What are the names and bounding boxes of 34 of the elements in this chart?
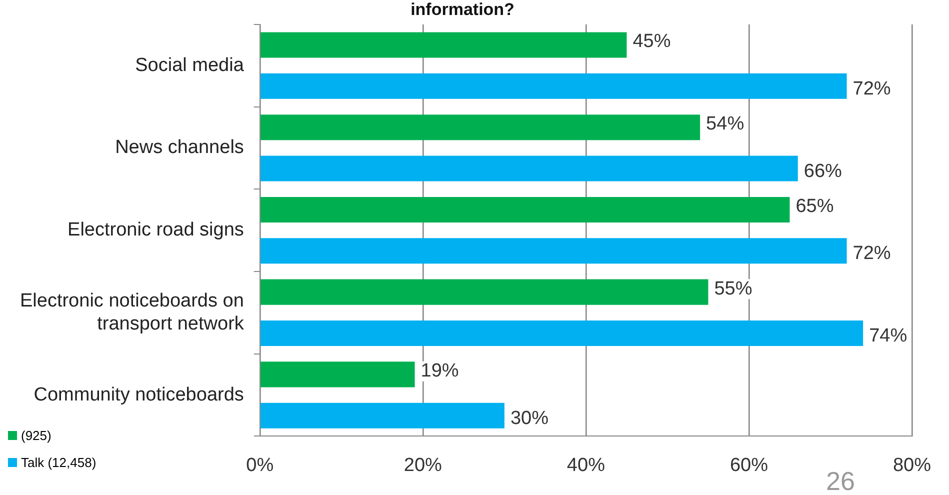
x-tick-label: 20%	[404, 454, 442, 476]
x-tick-label: 40%	[566, 454, 606, 476]
bar	[260, 114, 700, 140]
y-tick-label: News channels	[115, 137, 244, 158]
y-tick-label: Community noticeboards	[34, 384, 244, 406]
data-label: 72%	[852, 243, 891, 264]
chart-title: information?	[410, 0, 514, 19]
text: 26	[826, 466, 855, 495]
x-tick-label: 60%	[730, 454, 768, 476]
bar	[260, 279, 708, 305]
legend-label: Talk (12,458)	[20, 455, 96, 470]
bar	[260, 32, 627, 58]
data-label: 45%	[632, 31, 671, 52]
bar	[260, 362, 415, 388]
x-tick-label: 0%	[246, 454, 274, 476]
bar	[260, 73, 847, 99]
bar	[260, 402, 504, 428]
data-label: 19%	[420, 360, 459, 382]
y-tick-label: Electronic noticeboards on transport network	[20, 290, 244, 334]
x-tick-label: 80%	[892, 454, 932, 476]
bar	[260, 196, 790, 222]
bar	[260, 238, 847, 264]
legend-label: (925)	[20, 428, 52, 443]
data-label: 55%	[714, 278, 752, 300]
data-label: 30%	[510, 408, 549, 429]
data-label: 65%	[796, 196, 834, 217]
bar	[260, 156, 798, 182]
data-label: 72%	[852, 78, 891, 100]
y-tick-label: Electronic road signs	[68, 220, 244, 241]
data-label: 66%	[804, 160, 842, 182]
bar	[260, 320, 864, 346]
y-tick-label: Social media	[135, 54, 244, 76]
data-label: 54%	[706, 114, 744, 135]
data-label: 74%	[869, 325, 908, 346]
